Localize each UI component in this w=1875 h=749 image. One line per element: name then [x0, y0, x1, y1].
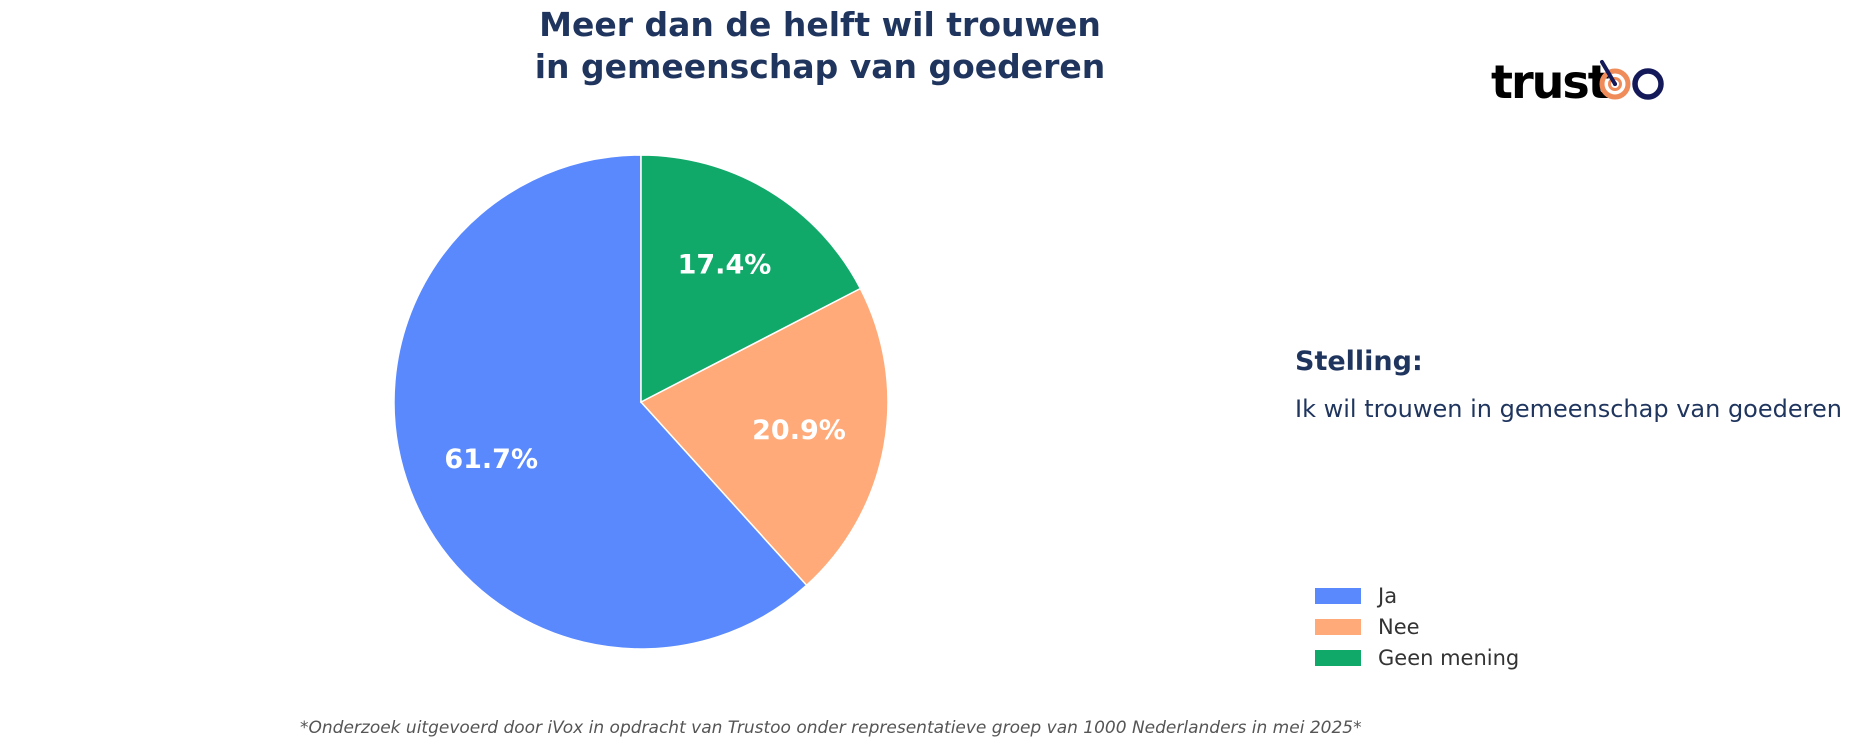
trustoo-logo: trust: [1491, 55, 1691, 109]
legend-swatch: [1315, 618, 1361, 635]
legend-item-nee: Nee: [1315, 611, 1519, 642]
statement-text: Ik wil trouwen in gemeenschap van goeder…: [1295, 395, 1842, 423]
legend-label: Nee: [1378, 614, 1420, 639]
legend-swatch: [1315, 649, 1361, 666]
legend-swatch: [1315, 587, 1361, 604]
chart-title: Meer dan de helft wil trouwen in gemeens…: [420, 4, 1220, 88]
statement-heading: Stelling:: [1295, 346, 1423, 377]
legend-label: Ja: [1378, 583, 1398, 608]
legend-label: Geen mening: [1378, 645, 1520, 670]
pie-label-nee: 20.9%: [752, 415, 846, 446]
chart-title-line-1: Meer dan de helft wil trouwen: [539, 5, 1101, 44]
legend-item-ja: Ja: [1315, 580, 1519, 611]
target-icon: [1599, 60, 1631, 100]
pie-slice-geen-mening: [640, 154, 862, 404]
legend-item-geen-mening: Geen mening: [1315, 642, 1519, 673]
chart-legend: Ja Nee Geen mening: [1315, 580, 1519, 673]
chart-title-line-2: in gemeenschap van goederen: [534, 47, 1106, 86]
pie-slice-ja: [393, 154, 808, 650]
pie-label-ja: 61.7%: [444, 444, 538, 475]
footnote: *Onderzoek uitgevoerd door iVox in opdra…: [300, 718, 1362, 738]
pie-slice-nee: [639, 287, 889, 587]
svg-text:trust: trust: [1491, 56, 1609, 106]
pie-label-geen-mening: 17.4%: [678, 249, 772, 280]
